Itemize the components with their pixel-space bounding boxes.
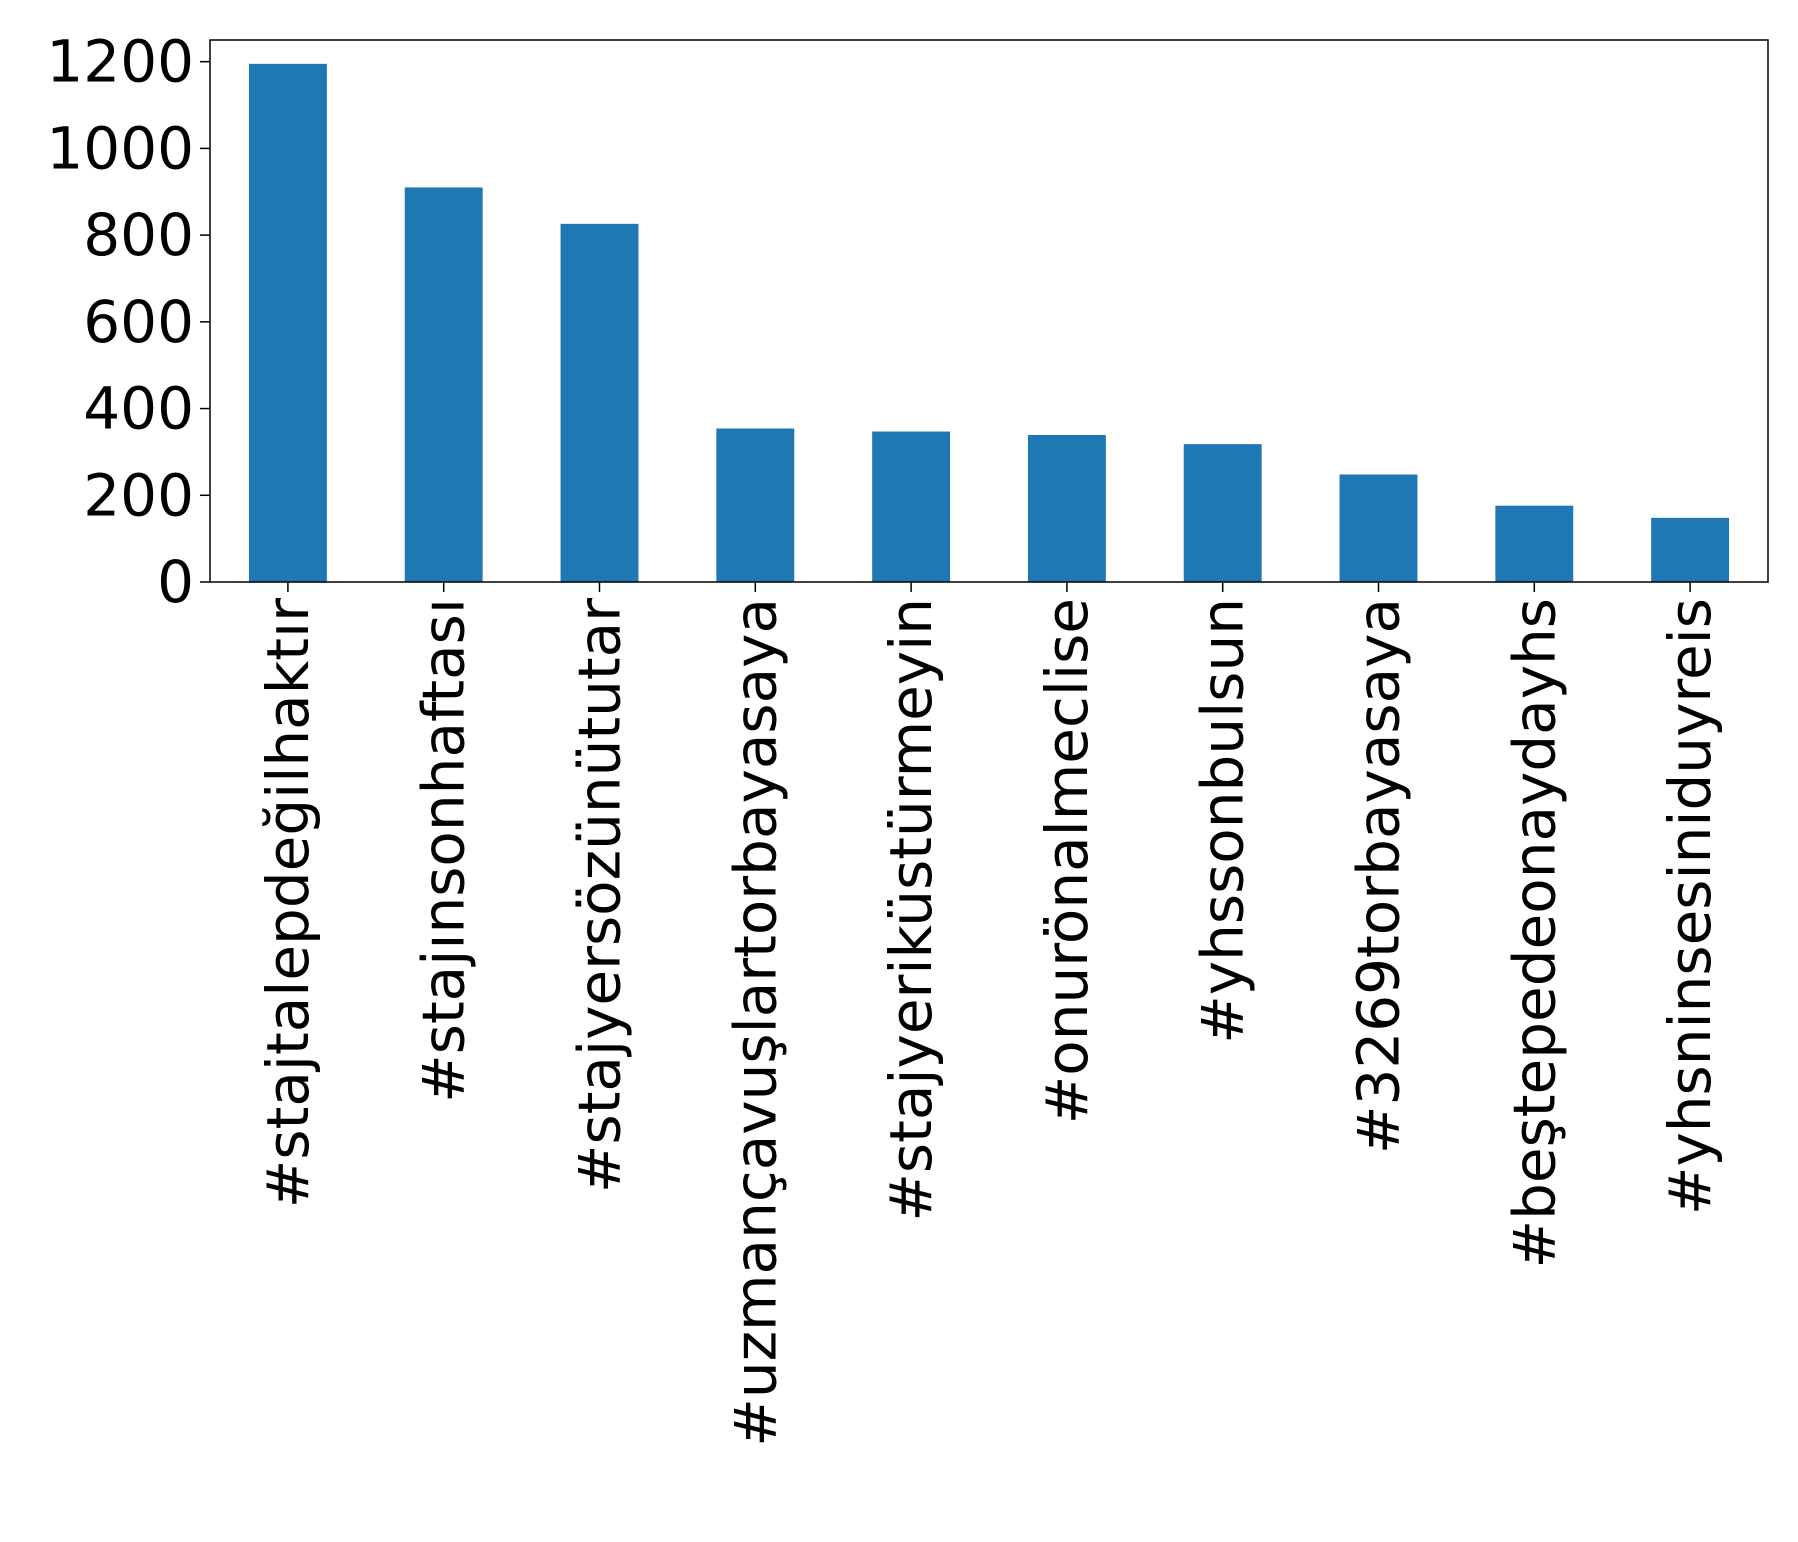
bar-2 [560,223,639,582]
y-tick-label-6: 1200 [46,28,194,96]
x-tick-label-4: #stajyeriküstürmeyin [877,598,945,1222]
bar-8 [1495,505,1574,582]
bar-9 [1651,517,1730,582]
y-tick-label-3: 600 [83,288,194,356]
y-tick-label-0: 0 [157,548,194,616]
y-tick-label-2: 400 [83,375,194,443]
x-axis: #stajtalepdeğilhaktır #stajınsonhaftası #s… [254,582,1724,1447]
bars-group [248,63,1730,583]
x-tick-label-9: #yhsninsesiniduyreis [1656,598,1724,1215]
plot-frame [209,39,1769,583]
x-tick-label-5: #onurönalmeclise [1033,598,1101,1124]
y-tick-label-1: 200 [83,461,194,529]
bar-3 [716,428,795,582]
bar-1 [404,187,483,583]
y-tick-label-4: 800 [83,201,194,269]
bar-6 [1183,444,1262,582]
bar-5 [1027,435,1106,582]
x-tick-label-0: #stajtalepdeğilhaktır [254,598,322,1208]
y-axis: 0 200 400 600 800 1000 1200 [46,28,210,616]
x-tick-label-6: #yhssonbulsun [1189,598,1257,1044]
bar-7 [1339,474,1418,582]
x-tick-label-2: #stajyersözünütutar [566,598,634,1193]
x-tick-label-1: #stajınsonhaftası [410,598,478,1103]
x-tick-label-7: #3269torbayasaya [1345,598,1413,1154]
bar-4 [872,431,951,582]
y-tick-label-5: 1000 [46,114,194,182]
x-tick-label-8: #beştepedeonaydayhs [1500,598,1568,1269]
bar-0 [248,63,327,583]
x-tick-label-3: #uzmançavuşlartorbayasaya [721,598,789,1447]
